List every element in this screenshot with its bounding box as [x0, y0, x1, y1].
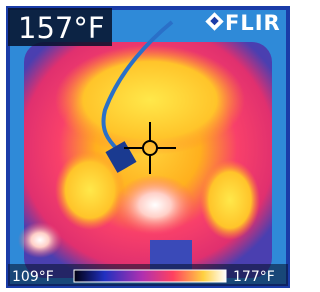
page: 157°F FLIR 109°F 177°F (() => { const da… — [0, 0, 296, 292]
brand: FLIR — [225, 11, 281, 35]
scale-min: 109°F — [12, 269, 54, 285]
thermal-image: 157°F FLIR 109°F 177°F — [0, 0, 296, 292]
warm-spot — [200, 160, 260, 240]
color-scale — [74, 270, 226, 282]
hot-spot — [18, 222, 62, 258]
scale-max: 177°F — [233, 269, 275, 285]
hot-spot — [115, 175, 195, 235]
temperature-reading: 157°F — [18, 11, 105, 45]
